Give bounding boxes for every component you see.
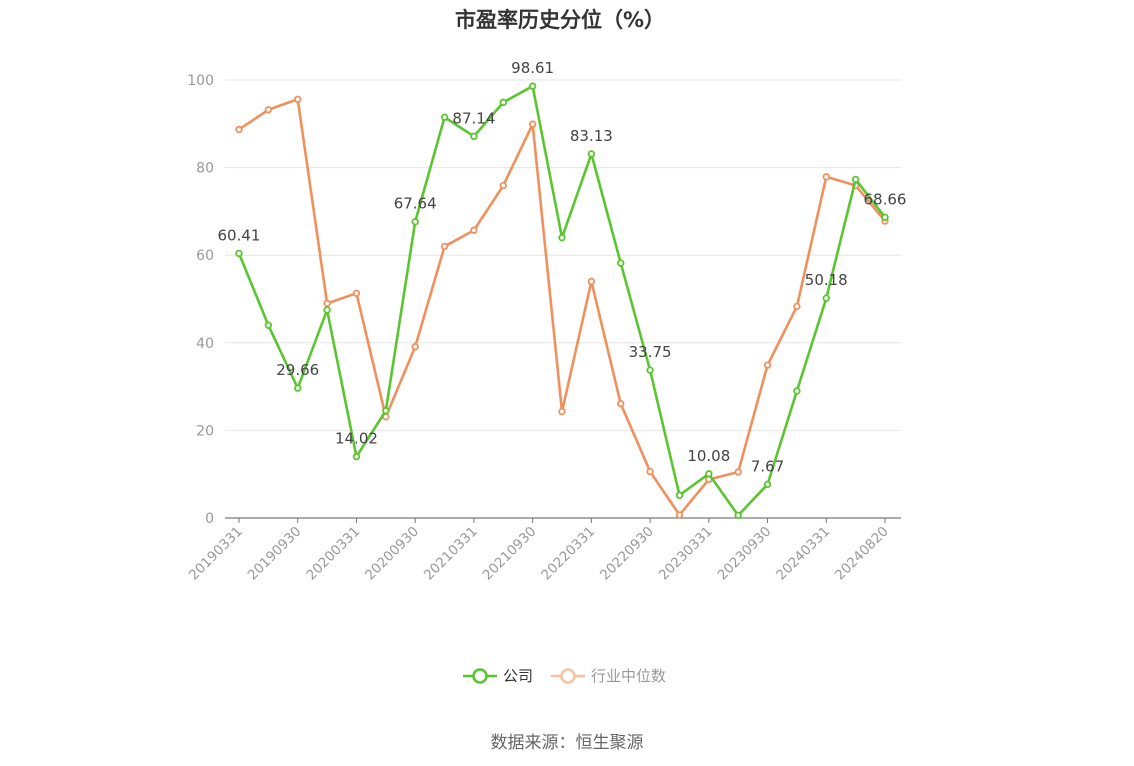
data-label-20240820: 68.66 [864, 190, 907, 208]
data-point-20220630 [617, 259, 625, 267]
legend-item-industry-median[interactable]: 行业中位数 [551, 667, 666, 685]
x-tick-label-20240820: 20240820 [832, 524, 892, 584]
data-point-20240331 [822, 294, 830, 302]
data-point-20240331 [822, 173, 830, 181]
x-tick-label-20190930: 20190930 [245, 524, 305, 584]
data-point-20190930 [294, 384, 302, 392]
data-label-20240331: 50.18 [805, 271, 848, 289]
data-label-20220331: 83.13 [570, 127, 613, 145]
data-point-20190331 [235, 249, 243, 258]
data-point-20210331 [470, 226, 478, 234]
x-tick-label-20200331: 20200331 [303, 524, 363, 584]
data-label-20230930: 7.67 [751, 457, 784, 475]
data-source-note: 数据来源：恒生聚源 [490, 733, 644, 753]
data-label-20190930: 29.66 [276, 361, 319, 379]
data-point-20200331 [352, 289, 361, 298]
legend-label: 行业中位数 [591, 667, 666, 685]
x-tick-label-20230930: 20230930 [714, 524, 774, 584]
data-point-20221231 [675, 491, 684, 499]
data-point-20210630 [499, 181, 507, 190]
data-point-20210930 [528, 120, 537, 128]
y-tick-label-0: 0 [205, 511, 214, 527]
data-point-20210930 [528, 82, 537, 90]
legend-label: 公司 [503, 667, 533, 685]
x-tick-label-20200930: 20200930 [362, 524, 422, 584]
data-label-20230331: 10.08 [687, 447, 730, 465]
y-tick-label-60: 60 [196, 248, 214, 264]
legend[interactable]: 公司 行业中位数 [463, 667, 666, 685]
data-point-20200930 [411, 218, 419, 226]
data-label-20220930: 33.75 [629, 343, 672, 361]
data-point-20191231 [323, 299, 331, 308]
data-point-20201231 [440, 242, 449, 251]
data-point-20210630 [499, 98, 507, 107]
x-tick-label-20190331: 20190331 [186, 524, 246, 584]
x-tick-label-20220930: 20220930 [597, 524, 657, 584]
data-point-20200331 [352, 452, 361, 461]
y-tick-label-80: 80 [196, 161, 214, 177]
x-tick-label-20210331: 20210331 [421, 524, 481, 584]
data-point-20230630 [734, 511, 742, 520]
data-point-20210331 [470, 132, 478, 141]
data-point-20200930 [411, 343, 419, 351]
data-point-20190331 [235, 125, 243, 134]
series-line [238, 97, 887, 517]
data-point-20201231 [440, 113, 449, 121]
data-point-20231231 [793, 302, 801, 311]
legend-marker [560, 668, 576, 684]
legend-marker [472, 668, 488, 684]
data-point-20240630 [851, 175, 860, 184]
data-point-20211231 [558, 233, 566, 242]
y-tick-label-20: 20 [196, 423, 214, 439]
y-tick-label-40: 40 [196, 336, 214, 352]
data-point-20220930 [646, 366, 654, 374]
x-tick-label-20230331: 20230331 [656, 524, 716, 584]
data-point-20220630 [617, 399, 625, 408]
data-point-20230930 [763, 361, 772, 369]
series-layer [235, 82, 889, 520]
data-labels: 60.41 29.66 14.02 67.64 87.14 98.61 83.13 33.75… [218, 59, 907, 475]
data-point-20190930 [294, 95, 302, 103]
data-point-20190630 [264, 321, 273, 329]
data-label-20210930: 98.61 [511, 59, 554, 77]
data-point-20221231 [675, 511, 684, 519]
data-point-20191231 [323, 306, 331, 314]
data-label-20200331: 14.02 [335, 430, 378, 448]
series-industry-median [235, 95, 889, 519]
legend-item-company[interactable]: 公司 [463, 667, 533, 685]
data-point-20240820 [881, 213, 889, 221]
y-tick-label-100: 100 [187, 73, 214, 89]
data-point-20230331 [705, 470, 713, 478]
data-point-20200630 [382, 406, 390, 415]
data-point-20231231 [793, 387, 801, 395]
data-point-20190630 [264, 106, 273, 114]
x-tick-label-20220331: 20220331 [538, 524, 598, 584]
x-tick-label-20210930: 20210930 [480, 524, 540, 584]
data-label-20200930: 67.64 [394, 195, 437, 213]
data-point-20220331 [587, 277, 596, 286]
x-tick-label-20240331: 20240331 [773, 524, 833, 584]
data-label-20210331: 87.14 [452, 109, 495, 127]
chart-title: 市盈率历史分位（%） [454, 8, 666, 32]
data-point-20230630 [734, 468, 742, 476]
series-company [235, 82, 889, 520]
data-point-20230930 [763, 480, 772, 489]
x-axis: 2019033120190930202003312020093020210331… [186, 517, 901, 584]
y-axis-ticks: 0 20 40 60 80 100 [187, 73, 214, 527]
data-point-20220331 [587, 150, 596, 158]
data-point-20211231 [558, 407, 566, 416]
grid-lines [225, 79, 901, 431]
data-point-20220930 [646, 467, 654, 476]
data-label-20190331: 60.41 [218, 226, 261, 244]
